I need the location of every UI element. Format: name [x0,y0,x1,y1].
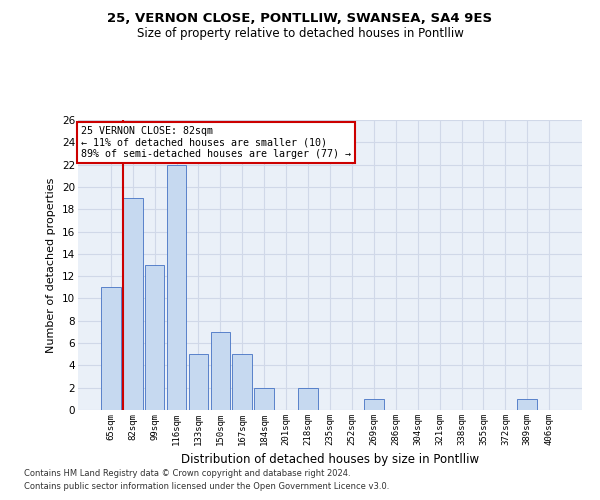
Bar [364,399,384,410]
Text: 25 VERNON CLOSE: 82sqm
← 11% of detached houses are smaller (10)
89% of semi-det: 25 VERNON CLOSE: 82sqm ← 11% of detached… [80,126,350,159]
Text: 25, VERNON CLOSE, PONTLLIW, SWANSEA, SA4 9ES: 25, VERNON CLOSE, PONTLLIW, SWANSEA, SA4… [107,12,493,26]
Text: Contains HM Land Registry data © Crown copyright and database right 2024.: Contains HM Land Registry data © Crown c… [24,468,350,477]
Bar [298,388,318,410]
Bar [167,164,187,410]
Bar [101,288,121,410]
Bar [232,354,252,410]
Text: Size of property relative to detached houses in Pontlliw: Size of property relative to detached ho… [137,28,463,40]
Bar [123,198,143,410]
Text: Contains public sector information licensed under the Open Government Licence v3: Contains public sector information licen… [24,482,389,491]
Bar [188,354,208,410]
X-axis label: Distribution of detached houses by size in Pontlliw: Distribution of detached houses by size … [181,454,479,466]
Bar [254,388,274,410]
Bar [517,399,537,410]
Bar [145,265,164,410]
Bar [211,332,230,410]
Y-axis label: Number of detached properties: Number of detached properties [46,178,56,352]
